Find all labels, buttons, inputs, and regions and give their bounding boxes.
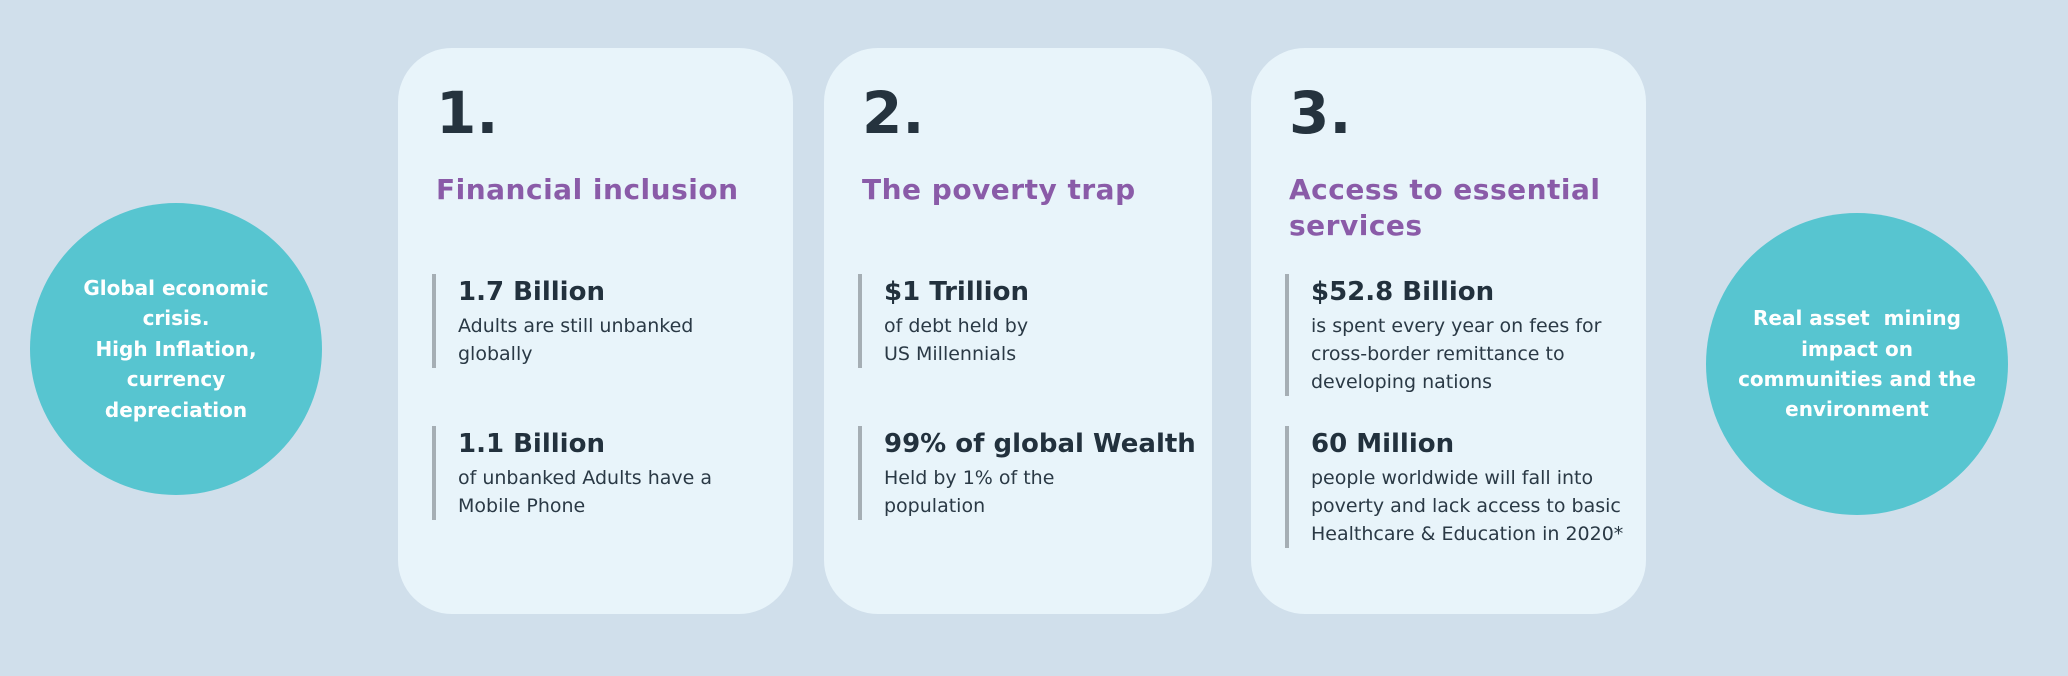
left-circle-text: Global economic crisis. High Inflation, … [83, 276, 269, 422]
stat-title: $1 Trillion [884, 277, 1029, 307]
stat-remittance-fees: $52.8 Billion is spent every year on fee… [1285, 274, 1640, 396]
card-1-number: 1. [436, 79, 499, 147]
stat-wealth-concentration: 99% of global Wealth Held by 1% of the p… [858, 426, 1206, 520]
card-2-number: 2. [862, 79, 925, 147]
left-context-circle: Global economic crisis. High Inflation, … [30, 203, 322, 495]
card-3-heading: Access to essential services [1289, 173, 1601, 243]
stat-title: 1.7 Billion [458, 277, 605, 307]
card-2-heading: The poverty trap [862, 173, 1136, 206]
right-circle-text: Real asset mining impact on communities … [1738, 306, 1976, 422]
stat-description: of debt held by US Millennials [884, 314, 1029, 365]
stat-description: is spent every year on fees for cross-bo… [1311, 314, 1602, 393]
card-access-essential-services: 3. Access to essential services $52.8 Bi… [1251, 48, 1646, 614]
stat-title: 1.1 Billion [458, 429, 605, 459]
card-poverty-trap: 2. The poverty trap $1 Trillion of debt … [824, 48, 1212, 614]
stat-title: 60 Million [1311, 429, 1455, 459]
card-1-heading: Financial inclusion [436, 173, 739, 206]
card-3-number: 3. [1289, 79, 1352, 147]
stat-poverty-2020: 60 Million people worldwide will fall in… [1285, 426, 1640, 548]
card-financial-inclusion: 1. Financial inclusion 1.7 Billion Adult… [398, 48, 793, 614]
stat-title: 99% of global Wealth [884, 429, 1196, 459]
stat-description: Adults are still unbanked globally [458, 314, 694, 365]
stat-unbanked-mobile: 1.1 Billion of unbanked Adults have a Mo… [432, 426, 787, 520]
stat-description: people worldwide will fall into poverty … [1311, 466, 1624, 545]
stat-title: $52.8 Billion [1311, 277, 1495, 307]
stat-description: Held by 1% of the population [884, 466, 1055, 517]
stat-millennial-debt: $1 Trillion of debt held by US Millennia… [858, 274, 1206, 368]
stat-description: of unbanked Adults have a Mobile Phone [458, 466, 713, 517]
stat-unbanked-adults: 1.7 Billion Adults are still unbanked gl… [432, 274, 787, 368]
right-context-circle: Real asset mining impact on communities … [1706, 213, 2008, 515]
